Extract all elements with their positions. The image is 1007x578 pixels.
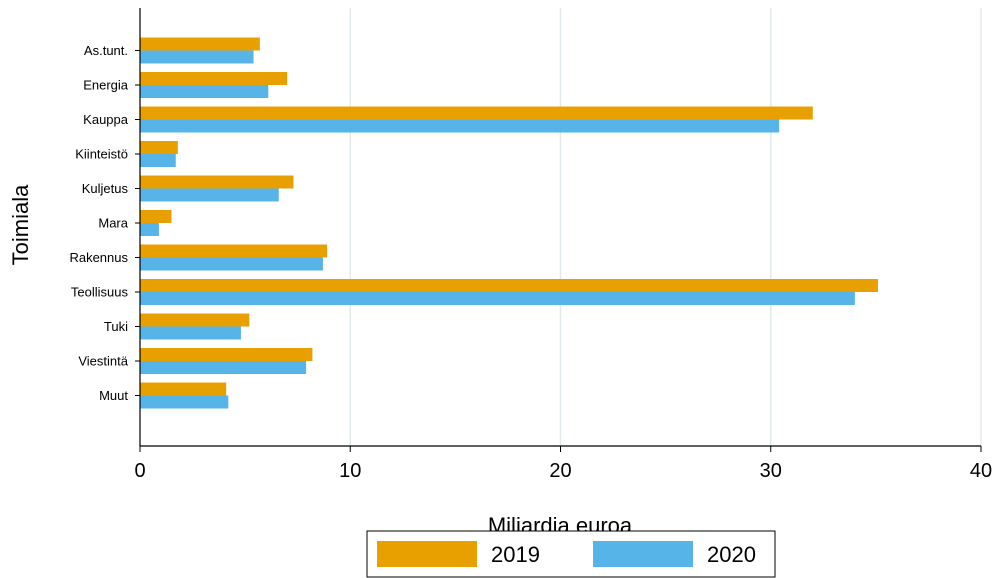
bar-2020-10 [140,395,229,409]
y-axis-title: Toimiala [8,184,33,265]
category-label: Rakennus [69,250,128,265]
bar-2019-7 [140,279,878,292]
bar-2019-1 [140,72,288,85]
bar-2020-6 [140,257,323,271]
category-label: Kiinteistö [75,147,128,162]
category-label: Energia [83,78,129,93]
x-tick-label: 10 [339,460,361,482]
bar-2020-9 [140,361,307,374]
category-label: Kuljetus [82,181,129,196]
bar-2020-8 [140,326,241,340]
category-label: Viestintä [78,354,128,369]
labels: As.tunt. Energia Kauppa Kiinteistö Kuljetus M… [69,43,992,482]
bar-2019-4 [140,175,294,189]
bar-2020-5 [140,223,159,236]
x-tick-label: 0 [134,460,145,482]
bar-2019-10 [140,382,227,396]
bar-2019-8 [140,313,250,327]
axes [135,8,982,452]
bar-2019-9 [140,348,313,361]
bar-2019-3 [140,141,178,154]
bar-2020-0 [140,50,254,64]
bar-2020-1 [140,85,269,98]
legend-label-2020: 2020 [707,542,756,567]
bar-2020-3 [140,154,176,167]
bars [140,37,878,409]
legend-swatch-2019 [377,541,477,567]
category-label: Tuki [104,319,128,334]
category-label: Mara [98,216,128,231]
x-tick-label: 40 [970,460,992,482]
bar-2019-6 [140,244,328,258]
bar-2019-0 [140,37,260,51]
bar-2019-2 [140,106,813,120]
legend-label-2019: 2019 [491,542,540,567]
category-label: As.tunt. [84,43,128,58]
bar-2020-4 [140,188,279,202]
legend: 2019 2020 [366,530,776,578]
grid-lines [349,8,982,446]
bar-2019-5 [140,210,172,223]
x-tick-label: 20 [549,460,571,482]
category-label: Teollisuus [71,285,129,300]
bar-2020-7 [140,292,855,305]
bar-2020-2 [140,119,780,133]
category-label: Kauppa [83,112,129,127]
legend-swatch-2020 [593,541,693,567]
category-label: Muut [99,388,128,403]
x-tick-label: 30 [760,460,782,482]
